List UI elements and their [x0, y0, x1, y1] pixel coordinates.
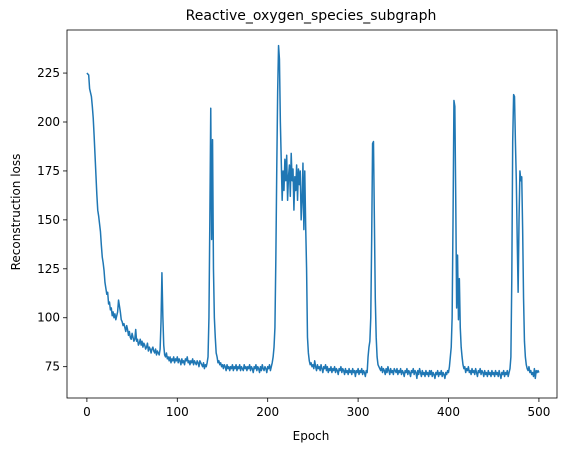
y-tick-label-175: 175 — [37, 164, 60, 178]
y-tick-label-150: 150 — [37, 213, 60, 227]
x-axis-label: Epoch — [293, 429, 330, 443]
x-tick-label-100: 100 — [166, 405, 189, 419]
y-tick-label-125: 125 — [37, 262, 60, 276]
y-tick-label-100: 100 — [37, 311, 60, 325]
y-axis-label: Reconstruction loss — [9, 154, 23, 271]
y-tick-label-225: 225 — [37, 66, 60, 80]
x-tick-label-0: 0 — [83, 405, 91, 419]
y-tick-label-75: 75 — [45, 360, 60, 374]
axes-frame — [66, 29, 558, 399]
x-tick-label-500: 500 — [527, 405, 550, 419]
x-tick-label-300: 300 — [347, 405, 370, 419]
plot-area: 0 100 200 300 400 500 75 100 125 150 175 200 225 — [37, 29, 558, 419]
x-tick-label-400: 400 — [437, 405, 460, 419]
y-tick-label-200: 200 — [37, 115, 60, 129]
x-tick-label-200: 200 — [256, 405, 279, 419]
series-line-0 — [86, 44, 540, 380]
chart-title: Reactive_oxygen_species_subgraph — [186, 8, 437, 24]
